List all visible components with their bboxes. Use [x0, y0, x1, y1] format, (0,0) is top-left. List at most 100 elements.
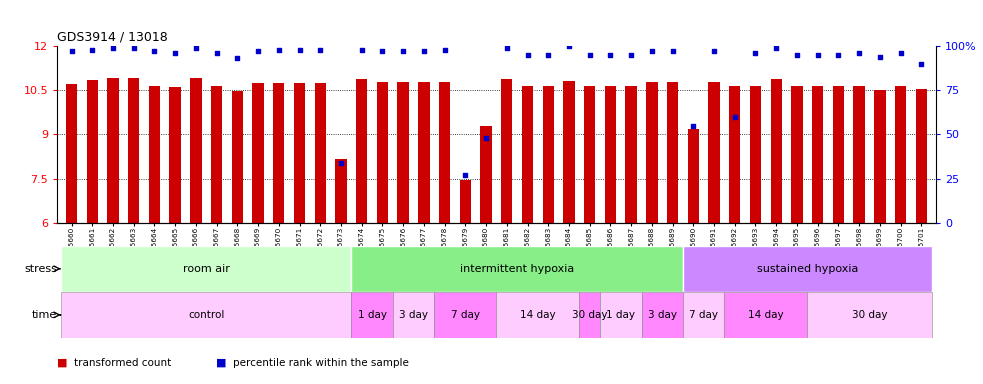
Bar	[853, 86, 865, 223]
Bar	[253, 83, 263, 223]
Text: room air: room air	[183, 264, 230, 274]
Bar	[87, 80, 98, 223]
Bar	[683, 246, 932, 292]
Text: 14 day: 14 day	[748, 310, 783, 320]
Text: ■: ■	[57, 358, 68, 368]
Point	[623, 52, 639, 58]
Point	[146, 48, 162, 55]
Bar	[605, 86, 616, 223]
Text: sustained hypoxia: sustained hypoxia	[757, 264, 858, 274]
Text: percentile rank within the sample: percentile rank within the sample	[233, 358, 409, 368]
Point	[105, 45, 121, 51]
Point	[333, 160, 349, 166]
Bar	[683, 292, 724, 338]
Point	[167, 50, 183, 56]
Bar	[874, 90, 886, 223]
Text: ■: ■	[216, 358, 227, 368]
Bar	[771, 79, 781, 223]
Text: time: time	[32, 310, 57, 320]
Point	[913, 61, 929, 67]
Bar	[666, 82, 678, 223]
Bar	[460, 180, 471, 223]
Bar	[522, 86, 533, 223]
Bar	[393, 292, 434, 338]
Bar	[724, 292, 807, 338]
Text: intermittent hypoxia: intermittent hypoxia	[460, 264, 574, 274]
Point	[354, 46, 370, 53]
Point	[375, 48, 390, 55]
Bar	[600, 292, 642, 338]
Text: 7 day: 7 day	[451, 310, 480, 320]
Bar	[107, 78, 119, 223]
Point	[748, 50, 764, 56]
Point	[644, 48, 660, 55]
Point	[188, 45, 203, 51]
Bar	[833, 86, 844, 223]
Point	[541, 52, 556, 58]
Point	[726, 114, 742, 120]
Bar	[895, 86, 906, 223]
Text: transformed count: transformed count	[74, 358, 171, 368]
Text: 1 day: 1 day	[358, 310, 386, 320]
Point	[313, 46, 328, 53]
Bar	[190, 78, 202, 223]
Point	[789, 52, 805, 58]
Bar	[807, 292, 932, 338]
Bar	[729, 86, 740, 223]
Point	[229, 55, 245, 61]
Point	[208, 50, 224, 56]
Point	[478, 135, 493, 141]
Bar	[543, 86, 554, 223]
Point	[520, 52, 536, 58]
Bar	[128, 78, 140, 223]
Bar	[356, 79, 368, 223]
Bar	[915, 89, 927, 223]
Bar	[438, 82, 450, 223]
Bar	[434, 292, 496, 338]
Point	[251, 48, 266, 55]
Point	[436, 46, 452, 53]
Point	[706, 48, 722, 55]
Bar	[584, 86, 596, 223]
Point	[64, 48, 80, 55]
Bar	[351, 292, 393, 338]
Point	[769, 45, 784, 51]
Bar	[481, 126, 492, 223]
Point	[831, 52, 846, 58]
Bar	[294, 83, 305, 223]
Point	[665, 48, 680, 55]
Point	[582, 52, 598, 58]
Bar	[61, 246, 351, 292]
Text: 14 day: 14 day	[520, 310, 555, 320]
Bar	[579, 292, 600, 338]
Bar	[496, 292, 579, 338]
Bar	[397, 82, 409, 223]
Text: 30 day: 30 day	[851, 310, 888, 320]
Bar	[211, 86, 222, 223]
Bar	[351, 246, 683, 292]
Point	[416, 48, 432, 55]
Bar	[688, 129, 699, 223]
Bar	[418, 82, 430, 223]
Text: stress: stress	[25, 264, 57, 274]
Bar	[376, 82, 388, 223]
Bar	[169, 87, 181, 223]
Bar	[646, 82, 658, 223]
Bar	[791, 86, 803, 223]
Point	[126, 45, 142, 51]
Point	[603, 52, 618, 58]
Point	[292, 46, 308, 53]
Bar	[232, 91, 243, 223]
Bar	[273, 83, 284, 223]
Text: control: control	[188, 310, 224, 320]
Text: 3 day: 3 day	[399, 310, 428, 320]
Point	[561, 43, 577, 49]
Point	[499, 45, 515, 51]
Bar	[66, 84, 78, 223]
Bar	[563, 81, 575, 223]
Bar	[148, 86, 160, 223]
Bar	[625, 86, 637, 223]
Point	[457, 172, 473, 178]
Bar	[709, 82, 720, 223]
Bar	[335, 159, 347, 223]
